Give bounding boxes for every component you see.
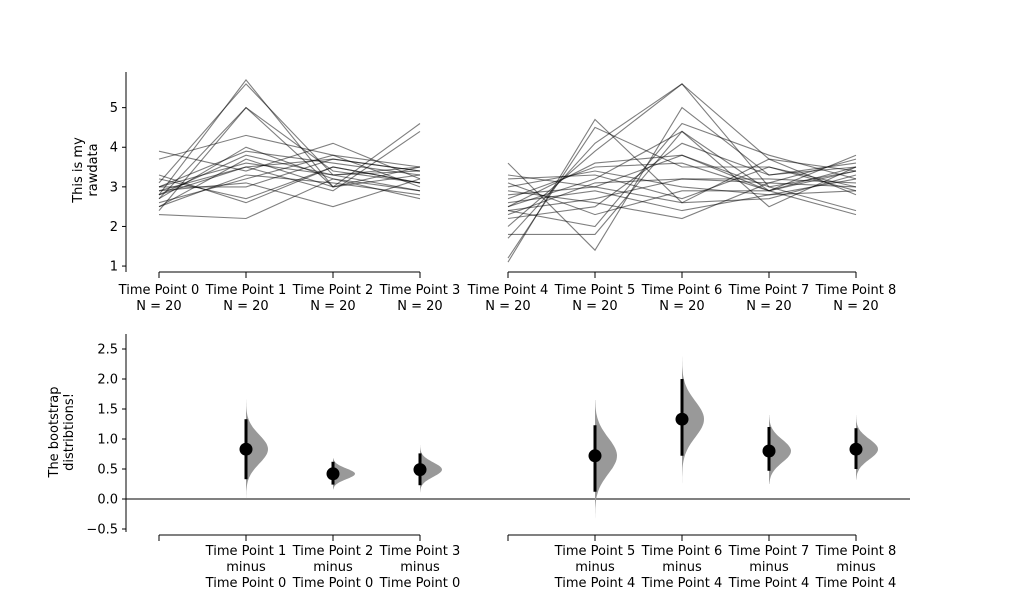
y-tick-label: 2.0 <box>97 373 118 388</box>
bootstrap-distribution <box>769 415 791 484</box>
y-tick-label: 0.0 <box>97 493 118 508</box>
y-tick-label: 4 <box>110 141 118 156</box>
raw-data-line <box>507 170 857 196</box>
y-tick-label: 1.5 <box>97 403 118 418</box>
mean-difference-dot <box>675 412 689 426</box>
raw-data-line <box>158 79 421 196</box>
raw-data-line <box>159 158 421 188</box>
y-tick-label: 0.5 <box>97 463 118 478</box>
bootstrap-distribution <box>682 349 704 484</box>
raw-data-line <box>507 122 857 228</box>
y-tick-label: 5 <box>110 101 118 116</box>
raw-data-line <box>158 83 421 184</box>
raw-data-line <box>507 154 857 208</box>
raw-data-line <box>158 146 421 200</box>
y-axis-label: This is myrawdata <box>71 137 101 204</box>
bootstrap-distribution <box>246 398 268 499</box>
bootstrap-distribution <box>856 415 878 480</box>
x-tick-label: Time Point 6 minus Time Point 4 <box>641 544 723 591</box>
mean-difference-dot <box>239 442 253 456</box>
raw-data-line <box>507 178 857 212</box>
raw-data-line <box>158 174 421 208</box>
mean-difference-dot <box>762 444 776 458</box>
y-tick-label: 2.5 <box>97 343 118 358</box>
y-axis-label: The bootstrapdistribtions! <box>47 387 77 479</box>
x-tick-label: Time Point 3 minus Time Point 0 <box>379 544 461 591</box>
mean-difference-dot <box>326 467 340 481</box>
x-tick-label: Time Point 1 minus Time Point 0 <box>205 544 287 591</box>
raw-data-line <box>158 166 421 204</box>
y-tick-label: 2 <box>110 220 118 235</box>
raw-data-line <box>507 174 857 204</box>
raw-data-line <box>158 154 421 196</box>
x-tick-label: Time Point 5 minus Time Point 4 <box>554 544 636 591</box>
raw-data-line <box>507 126 857 259</box>
y-tick-label: 1.0 <box>97 433 118 448</box>
bootstrap-panel: −0.5 0.0 0.5 1.0 1.5 2.0 2.5 The bootstrapdistr… <box>47 334 910 591</box>
raw-data-line <box>507 142 857 220</box>
raw-data-line <box>507 166 857 216</box>
y-tick-label: 3 <box>110 180 118 195</box>
raw-data-line <box>158 150 421 188</box>
bootstrap-distribution <box>420 445 442 493</box>
x-tick-label: Time Point 8 minus Time Point 4 <box>815 544 897 591</box>
raw-data-line <box>507 178 857 212</box>
y-tick-label: −0.5 <box>86 523 118 538</box>
raw-data-line <box>158 134 421 168</box>
mean-difference-dot <box>849 442 863 456</box>
x-tick-label: Time Point 7 minus Time Point 4 <box>728 544 810 591</box>
mean-difference-dot <box>413 463 427 477</box>
bootstrap-distribution <box>333 458 355 490</box>
y-tick-label: 1 <box>110 260 118 275</box>
raw-data-line <box>158 106 421 211</box>
x-tick-label: Time Point 2 minus Time Point 0 <box>292 544 374 591</box>
mean-difference-dot <box>588 449 602 463</box>
bootstrap-distribution <box>595 400 617 532</box>
